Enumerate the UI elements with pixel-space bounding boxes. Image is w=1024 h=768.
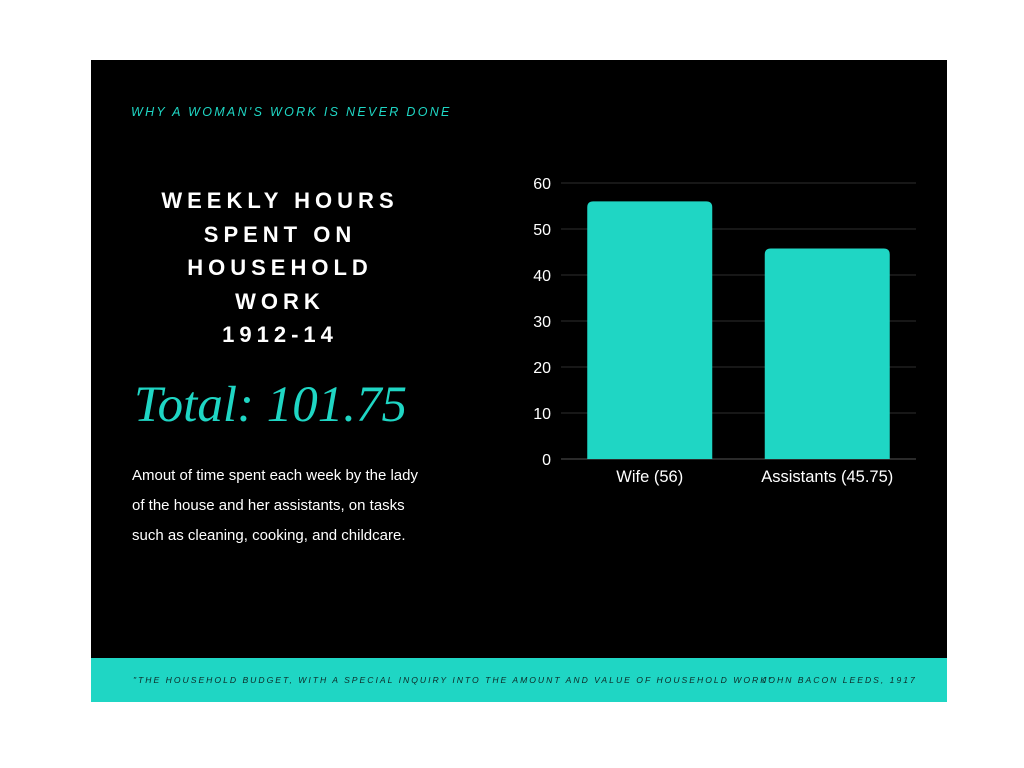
bar — [587, 201, 713, 459]
headline: WEEKLY HOURS SPENT ON HOUSEHOLD WORK 191… — [135, 184, 425, 352]
x-category-label: Assistants (45.75) — [761, 468, 893, 486]
infographic-card: WHY A WOMAN'S WORK IS NEVER DONE WEEKLY … — [91, 60, 947, 702]
bar-chart: 0 10 20 30 40 50 60 Wife (56) Assistants (45.75) — [533, 176, 916, 486]
total-value: Total: 101.75 — [134, 377, 408, 433]
y-tick-label: 40 — [533, 268, 551, 285]
y-tick-label: 50 — [533, 222, 551, 239]
y-tick-label: 60 — [533, 176, 551, 193]
y-tick-label: 0 — [542, 452, 551, 469]
y-tick-label: 20 — [533, 360, 551, 377]
headline-line: HOUSEHOLD — [187, 255, 373, 280]
y-tick-label: 10 — [533, 406, 551, 423]
source-citation: JOHN BACON LEEDS, 1917 — [762, 675, 917, 685]
y-tick-label: 30 — [533, 314, 551, 331]
headline-line: WEEKLY HOURS — [161, 188, 399, 213]
headline-line: 1912-14 — [222, 322, 338, 347]
headline-line: SPENT ON — [203, 221, 357, 247]
x-category-label: Wife (56) — [616, 468, 683, 486]
kicker-text: WHY A WOMAN'S WORK IS NEVER DONE — [131, 105, 452, 119]
source-quote: "THE HOUSEHOLD BUDGET, WITH A SPECIAL IN… — [133, 675, 774, 685]
description-text: Amout of time spent each week by the lad… — [132, 467, 418, 544]
bar — [764, 248, 890, 459]
footer-band: "THE HOUSEHOLD BUDGET, WITH A SPECIAL IN… — [91, 658, 947, 702]
headline-line: WORK — [235, 288, 325, 314]
